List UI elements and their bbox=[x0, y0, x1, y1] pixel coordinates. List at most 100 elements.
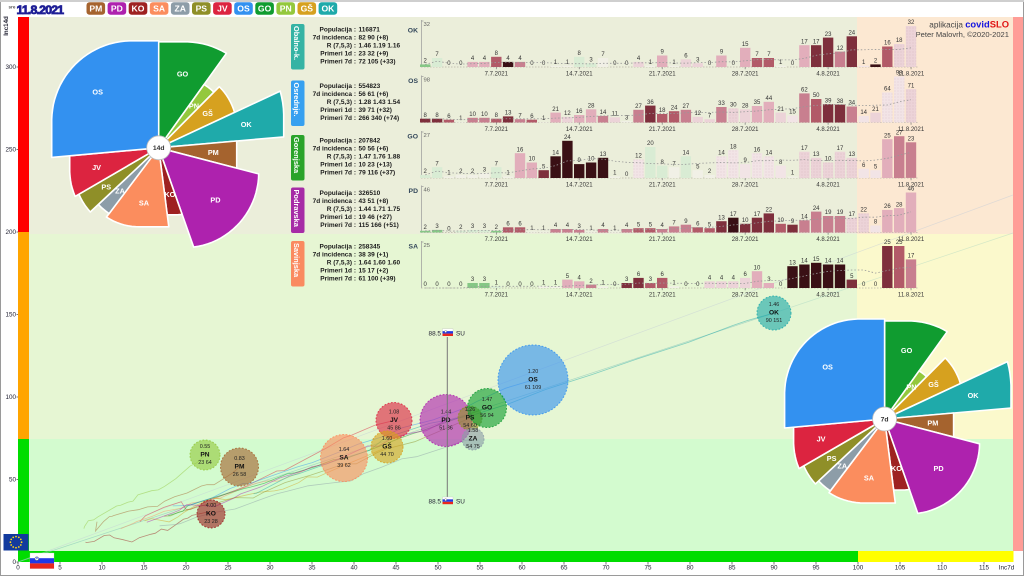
svg-text:PD: PD bbox=[210, 196, 220, 205]
svg-text:26: 26 bbox=[884, 204, 891, 210]
svg-text:7: 7 bbox=[767, 52, 771, 58]
svg-text:200: 200 bbox=[5, 229, 16, 236]
svg-text:1.47: 1.47 bbox=[482, 397, 493, 403]
svg-text:6: 6 bbox=[447, 114, 451, 120]
svg-text:5: 5 bbox=[696, 164, 700, 170]
svg-text:GO: GO bbox=[258, 4, 272, 14]
svg-text:10 23 (+13): 10 23 (+13) bbox=[359, 162, 392, 169]
svg-text:3: 3 bbox=[696, 57, 700, 63]
svg-text:KO: KO bbox=[891, 464, 902, 473]
svg-text:1: 1 bbox=[459, 116, 463, 122]
svg-text:32: 32 bbox=[908, 20, 915, 26]
svg-text:14.7.2021: 14.7.2021 bbox=[566, 71, 593, 77]
svg-text:1.44 1.71 1.75: 1.44 1.71 1.75 bbox=[359, 206, 401, 213]
svg-text:62: 62 bbox=[801, 88, 808, 94]
svg-text:25: 25 bbox=[224, 565, 232, 572]
svg-text:32: 32 bbox=[424, 22, 431, 28]
svg-text:PS: PS bbox=[827, 454, 837, 463]
svg-text:0: 0 bbox=[625, 61, 629, 67]
svg-text:4: 4 bbox=[578, 276, 582, 282]
svg-text:100: 100 bbox=[5, 394, 16, 401]
svg-text:7.7.2021: 7.7.2021 bbox=[485, 71, 509, 77]
svg-text:21.7.2021: 21.7.2021 bbox=[649, 71, 676, 77]
svg-text:1: 1 bbox=[566, 60, 570, 66]
svg-text:4.8.2021: 4.8.2021 bbox=[816, 127, 840, 133]
svg-text:10: 10 bbox=[588, 157, 595, 163]
svg-text:7: 7 bbox=[435, 52, 439, 58]
svg-text:44 70: 44 70 bbox=[380, 452, 394, 458]
svg-text:30: 30 bbox=[266, 565, 274, 572]
svg-text:0: 0 bbox=[447, 227, 451, 233]
svg-text:0: 0 bbox=[874, 282, 878, 288]
svg-text:1.47 1.76 1.88: 1.47 1.76 1.88 bbox=[359, 154, 401, 161]
svg-text:554823: 554823 bbox=[359, 83, 381, 90]
svg-text:14.7.2021: 14.7.2021 bbox=[566, 292, 593, 298]
svg-text:72 105 (+33): 72 105 (+33) bbox=[359, 59, 396, 66]
svg-text:0: 0 bbox=[779, 282, 783, 288]
svg-text:55: 55 bbox=[476, 565, 484, 572]
svg-text:207842: 207842 bbox=[359, 138, 381, 145]
svg-text:13: 13 bbox=[789, 260, 796, 266]
svg-text:1.46 1.19 1.16: 1.46 1.19 1.16 bbox=[359, 43, 401, 50]
svg-text:10: 10 bbox=[825, 157, 832, 163]
svg-text:70: 70 bbox=[602, 565, 610, 572]
svg-text:8: 8 bbox=[435, 113, 439, 119]
svg-text:JV: JV bbox=[92, 163, 101, 172]
svg-text:Inc14d: Inc14d bbox=[3, 16, 10, 36]
svg-text:1: 1 bbox=[589, 226, 593, 232]
svg-text:16: 16 bbox=[884, 41, 891, 47]
svg-text:12: 12 bbox=[635, 154, 642, 160]
svg-text:Gorenjska: Gorenjska bbox=[292, 137, 301, 174]
svg-text:4.8.2021: 4.8.2021 bbox=[816, 292, 840, 298]
svg-text:4: 4 bbox=[601, 223, 605, 229]
svg-text:12: 12 bbox=[564, 111, 571, 117]
svg-text:13: 13 bbox=[813, 152, 820, 158]
svg-text:OK: OK bbox=[968, 391, 980, 400]
svg-text:19: 19 bbox=[825, 210, 832, 216]
svg-text:SA: SA bbox=[864, 473, 875, 482]
svg-text:4.8.2021: 4.8.2021 bbox=[816, 71, 840, 77]
svg-text:OK: OK bbox=[241, 120, 253, 129]
svg-text:16: 16 bbox=[517, 147, 524, 153]
svg-text:34: 34 bbox=[848, 101, 855, 107]
svg-text:50: 50 bbox=[434, 565, 442, 572]
svg-text:75: 75 bbox=[644, 565, 652, 572]
svg-text:15: 15 bbox=[813, 257, 820, 263]
svg-text:4: 4 bbox=[518, 56, 522, 62]
svg-text:266 340 (+74): 266 340 (+74) bbox=[359, 115, 400, 122]
svg-text:1: 1 bbox=[506, 171, 510, 177]
svg-text:9: 9 bbox=[791, 219, 795, 225]
svg-text:sre: sre bbox=[9, 5, 16, 10]
svg-text:88.5: 88.5 bbox=[429, 499, 442, 506]
svg-text:3: 3 bbox=[625, 115, 629, 121]
svg-text:13: 13 bbox=[718, 215, 725, 221]
svg-text:2: 2 bbox=[589, 279, 593, 285]
svg-text:16: 16 bbox=[754, 147, 761, 153]
svg-text:25: 25 bbox=[896, 240, 903, 246]
svg-text:45: 45 bbox=[392, 565, 400, 572]
svg-text:PN: PN bbox=[906, 383, 916, 392]
svg-text:17: 17 bbox=[848, 212, 855, 218]
svg-text:36: 36 bbox=[647, 100, 654, 106]
svg-text:13: 13 bbox=[600, 152, 607, 158]
svg-text:28: 28 bbox=[742, 104, 749, 110]
svg-text:7d incidenca :: 7d incidenca : bbox=[313, 91, 356, 98]
svg-text:50: 50 bbox=[9, 477, 17, 484]
svg-text:ZA: ZA bbox=[469, 436, 478, 443]
svg-text:24: 24 bbox=[813, 206, 820, 212]
svg-text:60: 60 bbox=[518, 565, 526, 572]
svg-text:11.8.2021: 11.8.2021 bbox=[898, 237, 925, 243]
svg-text:JV: JV bbox=[817, 435, 826, 444]
svg-text:9: 9 bbox=[744, 158, 748, 164]
svg-text:OK: OK bbox=[408, 28, 418, 35]
svg-text:PS: PS bbox=[101, 182, 111, 191]
svg-text:PD: PD bbox=[111, 4, 123, 14]
svg-text:2: 2 bbox=[471, 169, 475, 175]
svg-text:OS: OS bbox=[408, 78, 418, 85]
svg-text:15: 15 bbox=[789, 110, 796, 116]
svg-text:23 32 (+9): 23 32 (+9) bbox=[359, 51, 389, 58]
svg-text:3: 3 bbox=[625, 277, 629, 283]
svg-text:27: 27 bbox=[683, 104, 690, 110]
svg-text:3: 3 bbox=[649, 277, 653, 283]
svg-text:110: 110 bbox=[937, 565, 948, 572]
